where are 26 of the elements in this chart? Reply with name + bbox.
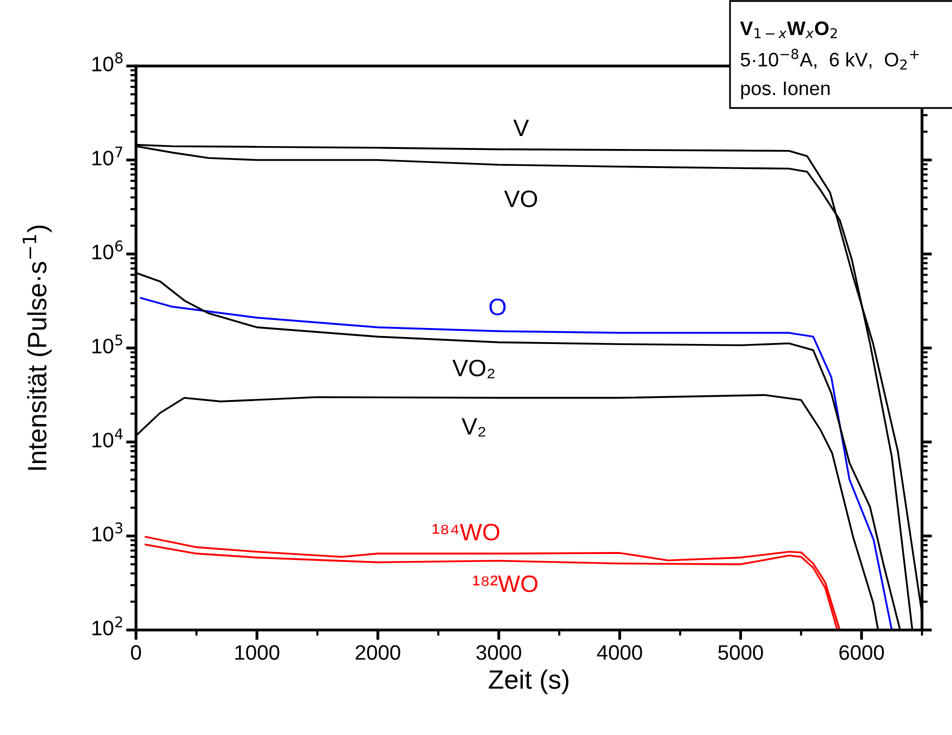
y-tick-label: 10$^{2}$ bbox=[92, 616, 122, 636]
x-tick-label: 2000 bbox=[356, 645, 400, 660]
text: V$_{1−x}$W$_{x}$O$_{2}$ bbox=[740, 21, 837, 38]
x-tick-label: 3000 bbox=[476, 645, 522, 660]
x-tick-label: 0 bbox=[131, 645, 141, 660]
series-label: V₂ bbox=[462, 418, 486, 437]
y-tick-label: 10$^{3}$ bbox=[92, 522, 122, 542]
series-label: VO bbox=[504, 190, 538, 208]
y-tick-label: 10$^{5}$ bbox=[92, 334, 122, 354]
x-axis-title: Zeit (s) bbox=[488, 670, 568, 694]
y-tick-label: 10$^{8}$ bbox=[92, 52, 123, 72]
series-label: V bbox=[513, 120, 529, 136]
y-tick-label: 10$^{7}$ bbox=[92, 146, 122, 166]
annotation: pos. Ionen bbox=[741, 82, 830, 100]
series-label: ¹⁸⁴WO bbox=[432, 524, 500, 540]
y-tick-label: 10$^{4}$ bbox=[92, 428, 123, 448]
x-tick-label: 5000 bbox=[718, 645, 763, 660]
series-label: O bbox=[489, 298, 506, 316]
annotation: 5·10$^{−8}$A, 6 kV, O$_{2}$$^{+}$ bbox=[740, 48, 919, 70]
y-axis-title: Intensität (Pulse·s$^{−1}$) bbox=[22, 226, 52, 470]
series-label: VO₂ bbox=[452, 360, 494, 378]
x-tick-label: 1000 bbox=[235, 645, 280, 660]
y-tick-label: 10$^{6}$ bbox=[92, 240, 123, 260]
x-tick-label: 4000 bbox=[597, 645, 642, 660]
series-label: ¹⁸²WO bbox=[473, 575, 538, 592]
x-tick-label: 6000 bbox=[839, 645, 884, 660]
